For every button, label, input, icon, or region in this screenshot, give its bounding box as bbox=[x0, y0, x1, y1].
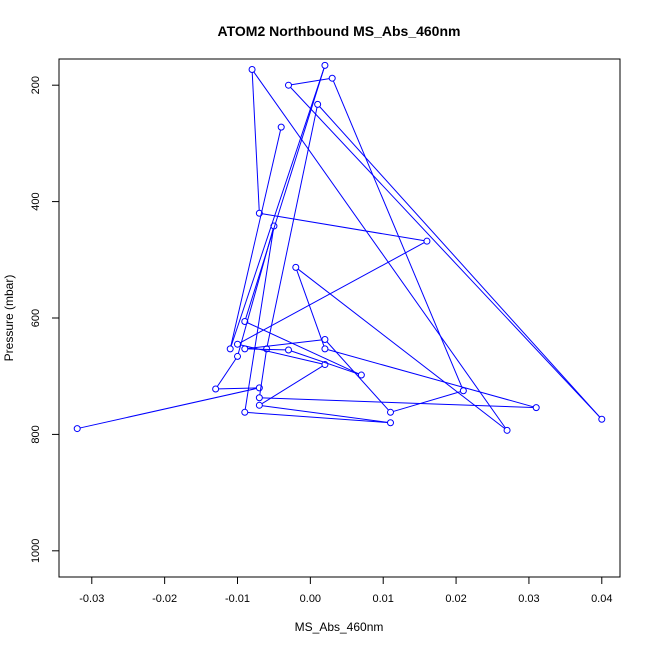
series-line-segment bbox=[244, 228, 274, 410]
y-tick-label: 400 bbox=[30, 192, 42, 210]
series-line-segment bbox=[239, 242, 425, 344]
series-line-segment bbox=[230, 68, 325, 347]
data-point bbox=[503, 426, 511, 434]
x-tick-label: 0.03 bbox=[518, 593, 539, 605]
data-point bbox=[248, 65, 256, 73]
series-layer bbox=[73, 61, 606, 434]
data-point bbox=[328, 74, 336, 82]
x-tick-label: 0.02 bbox=[445, 593, 466, 605]
data-point bbox=[321, 336, 329, 344]
series-line-segment bbox=[326, 341, 389, 411]
data-point bbox=[255, 384, 263, 392]
x-axis-label: MS_Abs_460nm bbox=[295, 620, 384, 634]
data-point bbox=[241, 317, 249, 325]
data-point bbox=[270, 222, 278, 230]
series-line-segment bbox=[247, 339, 323, 349]
data-point bbox=[241, 345, 249, 353]
data-point bbox=[285, 346, 292, 354]
series-line-segment bbox=[262, 405, 388, 423]
data-point bbox=[314, 100, 322, 108]
data-point bbox=[598, 415, 606, 423]
plot-frame bbox=[58, 58, 621, 578]
series-line-segment bbox=[296, 270, 325, 347]
y-axis: 200 400 600 800 1000 bbox=[30, 76, 59, 563]
series-line-segment bbox=[247, 348, 286, 351]
series-line-segment bbox=[261, 365, 323, 405]
y-tick-label: 1000 bbox=[30, 539, 42, 563]
series-line-segment bbox=[332, 80, 463, 389]
y-tick-label: 600 bbox=[30, 309, 42, 327]
data-point bbox=[255, 394, 263, 402]
chart-title: ATOM2 Northbound MS_Abs_460nm bbox=[218, 23, 461, 39]
series-line-segment bbox=[259, 351, 267, 395]
series-line-segment bbox=[266, 107, 318, 347]
data-point bbox=[241, 408, 249, 416]
series-line-segment bbox=[253, 71, 506, 429]
series-line-segment bbox=[262, 397, 534, 409]
data-point bbox=[234, 340, 241, 348]
series-line-segment bbox=[251, 72, 260, 211]
y-tick-label: 200 bbox=[30, 76, 42, 94]
series-line-segment bbox=[291, 350, 359, 375]
x-tick-label: 0.00 bbox=[300, 593, 321, 605]
x-tick-label: -0.01 bbox=[225, 593, 250, 605]
x-tick-label: 0.04 bbox=[591, 593, 612, 605]
data-point bbox=[255, 401, 263, 409]
data-point bbox=[212, 385, 220, 393]
series-line-segment bbox=[247, 412, 388, 424]
data-point bbox=[285, 81, 292, 89]
data-point bbox=[387, 419, 394, 427]
data-point bbox=[226, 345, 234, 353]
data-point bbox=[73, 425, 81, 433]
y-tick-label: 800 bbox=[30, 425, 42, 443]
series-line-segment bbox=[319, 106, 601, 418]
data-point bbox=[292, 263, 300, 271]
data-point bbox=[321, 361, 329, 369]
data-point bbox=[387, 408, 394, 416]
series-line-segment bbox=[297, 268, 506, 429]
series-line-segment bbox=[218, 387, 257, 390]
data-point bbox=[234, 352, 241, 360]
data-point bbox=[321, 345, 329, 353]
series-line-segment bbox=[291, 78, 330, 86]
series-line-segment bbox=[290, 87, 601, 418]
data-point bbox=[357, 371, 365, 379]
series-line-segment bbox=[247, 322, 359, 375]
data-point bbox=[277, 123, 285, 131]
series-line-segment bbox=[216, 358, 237, 387]
x-tick-label: -0.03 bbox=[79, 593, 104, 605]
series-line-segment bbox=[230, 129, 282, 347]
y-axis-label: Pressure (mbar) bbox=[2, 275, 16, 362]
x-tick-label: 0.01 bbox=[373, 593, 394, 605]
data-point bbox=[321, 61, 329, 69]
x-axis: -0.03 -0.02 -0.01 0.00 0.01 0.02 0.03 0.04 bbox=[79, 577, 612, 605]
data-point bbox=[459, 387, 467, 395]
series-line-segment bbox=[393, 391, 461, 412]
series-line-segment bbox=[327, 349, 534, 408]
x-tick-label: -0.02 bbox=[152, 593, 177, 605]
data-point bbox=[263, 345, 271, 353]
data-point bbox=[532, 404, 540, 412]
data-point bbox=[423, 237, 431, 245]
series-line-segment bbox=[262, 213, 425, 242]
data-point bbox=[255, 209, 263, 217]
series-line-segment bbox=[80, 388, 257, 429]
series-line-segment bbox=[245, 68, 325, 319]
